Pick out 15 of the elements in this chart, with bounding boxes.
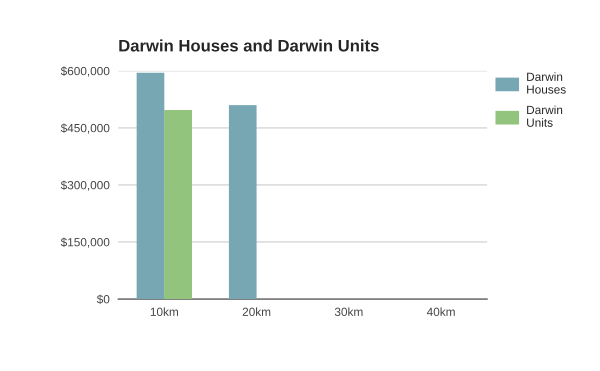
bar [136, 72, 164, 300]
legend-label: Darwin Units [527, 105, 562, 127]
bar [164, 110, 192, 300]
legend-label: Darwin Houses [527, 72, 566, 94]
x-tick-label: 20km [242, 307, 270, 316]
x-tick-label: 10km [150, 307, 178, 316]
y-tick-label: $0 [96, 294, 110, 304]
y-tick-label: $300,000 [60, 180, 110, 191]
y-tick-label: $450,000 [60, 123, 110, 134]
x-tick-label: 30km [334, 307, 362, 316]
y-tick-label: $150,000 [60, 238, 110, 248]
y-tick-label: $600,000 [60, 66, 110, 77]
bar [228, 105, 257, 300]
x-tick-label: 40km [426, 307, 455, 316]
chart-title: Darwin Houses and Darwin Units [119, 39, 379, 52]
